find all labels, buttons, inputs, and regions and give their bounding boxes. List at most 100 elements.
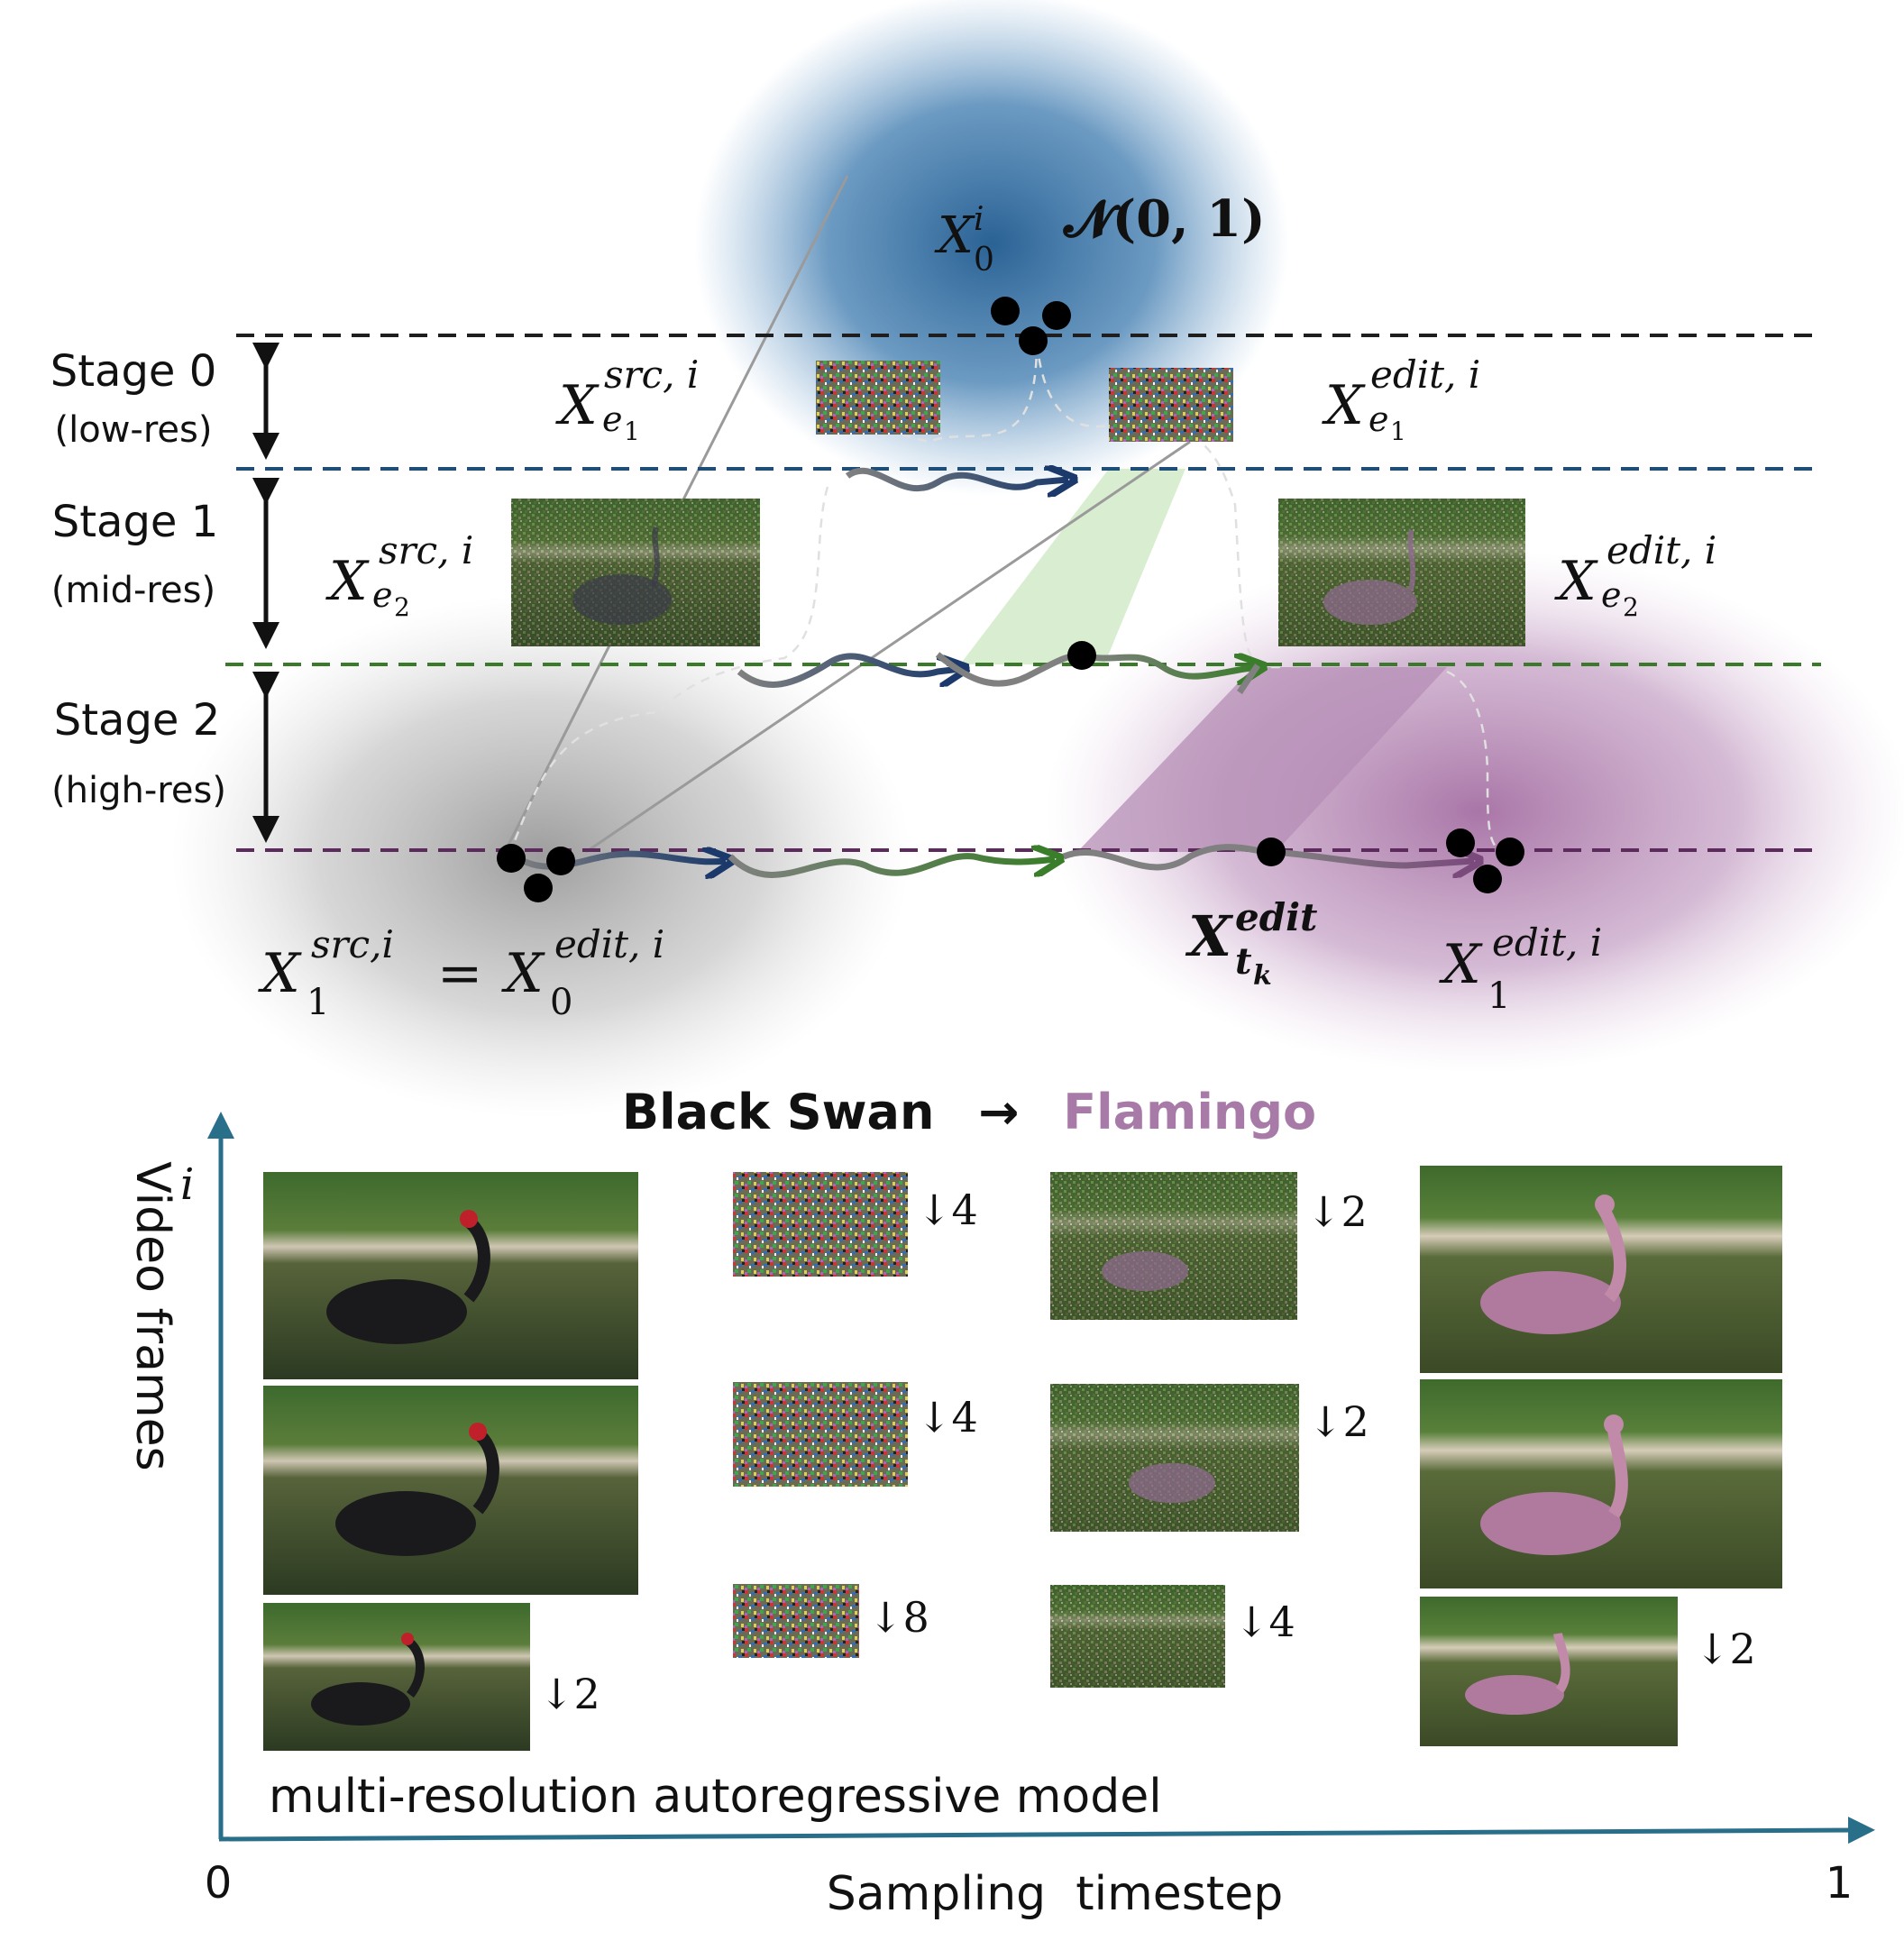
noise-frame-2-downsample: ↓4 (917, 1393, 978, 1442)
model-caption: multi-resolution autoregressive model (269, 1770, 1162, 1824)
partial-frame-1 (1050, 1172, 1297, 1320)
svg-text:1: 1 (307, 982, 329, 1023)
noise-frame-3 (733, 1584, 859, 1658)
svg-text:1: 1 (1390, 417, 1406, 446)
target-samples (1446, 829, 1524, 893)
y-axis-label: Video frames (125, 1161, 179, 1471)
svg-text:2: 2 (394, 592, 410, 622)
svg-text:i: i (974, 201, 984, 238)
stage1-desc: (mid-res) (51, 570, 215, 611)
svg-text:X: X (934, 206, 975, 265)
partial-frame-3-downsample: ↓4 (1234, 1598, 1295, 1646)
stage2-desc: (high-res) (51, 770, 226, 811)
stage2-name: Stage 2 (54, 695, 221, 746)
x1-src-equals-x0-edit-label: X src,i 1 = X edit, i 0 (258, 922, 664, 1023)
partial-frame-1-downsample: ↓2 (1306, 1187, 1368, 1236)
output-frame-3 (1420, 1597, 1678, 1746)
partial-frame-3 (1050, 1585, 1225, 1688)
svg-text:X: X (258, 942, 302, 1005)
trajectory-stage1-tail (1237, 664, 1260, 694)
partial-frame-2 (1050, 1384, 1299, 1532)
svg-text:X: X (555, 374, 600, 437)
svg-text:src, i: src, i (379, 528, 473, 572)
svg-text:e: e (372, 575, 393, 615)
output-frame-2 (1420, 1379, 1782, 1588)
x-axis (218, 1817, 1875, 1845)
svg-text:1: 1 (624, 417, 640, 446)
noise-frame-3-downsample: ↓8 (868, 1593, 929, 1642)
stage1-name: Stage 1 (52, 497, 219, 547)
edit-e2-label: X edit, i e 2 (1554, 528, 1716, 622)
svg-text:k: k (1253, 960, 1272, 992)
edit-e2-image (1278, 499, 1525, 646)
svg-text:1: 1 (1488, 975, 1510, 1017)
projection-line (585, 440, 1191, 854)
svg-text:t: t (1235, 940, 1252, 983)
source-concept: Black Swan (622, 1084, 935, 1140)
svg-text:X: X (1322, 374, 1366, 437)
source-samples (497, 844, 575, 902)
svg-text:2: 2 (1623, 592, 1639, 622)
source-frame-2 (263, 1386, 638, 1595)
svg-text:edit, i: edit, i (1606, 528, 1716, 572)
trajectory-stage0 (845, 471, 1068, 488)
stage0-desc: (low-res) (55, 409, 213, 451)
stage1-current-point (1067, 641, 1096, 670)
src-e2-image (511, 499, 760, 646)
svg-text:e: e (602, 399, 623, 439)
svg-text:0: 0 (550, 982, 572, 1023)
svg-text:edit: edit (1235, 895, 1317, 939)
noise-samples (991, 297, 1071, 355)
trajectory-stage2-a (507, 852, 726, 866)
stage1-transfer-region (960, 469, 1185, 664)
svg-text:src,i: src,i (311, 922, 394, 966)
svg-text:src, i: src, i (604, 352, 699, 397)
edit-e1-noise-image (1109, 368, 1233, 442)
source-frame-3 (263, 1603, 530, 1751)
target-concept: Flamingo (1063, 1084, 1316, 1140)
svg-text:X: X (1439, 933, 1483, 996)
x-axis-label: Sampling timestep (827, 1867, 1283, 1921)
svg-text:X: X (1185, 903, 1234, 969)
x0i-label: X i 0 (934, 201, 994, 279)
src-e2-label: X src, i e 2 (325, 528, 473, 622)
guide-path (512, 486, 829, 844)
stage2-transfer-region (1077, 667, 1447, 852)
edit-title: Black Swan → Flamingo (622, 1084, 1316, 1140)
svg-text:e: e (1368, 399, 1389, 439)
svg-text:e: e (1601, 575, 1622, 615)
guide-path (1446, 670, 1497, 848)
trajectory-stage1-edit (1085, 656, 1258, 676)
source-distribution-cloud (171, 595, 911, 1118)
trajectory-stage2-c (1062, 844, 1272, 871)
svg-text:edit, i: edit, i (1370, 352, 1480, 397)
edit-arrow: → (978, 1084, 1019, 1140)
noise-frame-1-downsample: ↓4 (917, 1186, 978, 1234)
guide-path (1035, 342, 1281, 669)
svg-text:X: X (1554, 550, 1598, 613)
output-frame-3-downsample: ↓2 (1695, 1625, 1756, 1673)
noise-frame-2 (733, 1382, 908, 1487)
svg-text:edit, i: edit, i (1492, 920, 1602, 965)
x1-edit-label: X edit, i 1 (1439, 920, 1602, 1017)
src-e1-label: X src, i e 1 (555, 352, 699, 446)
source-frame-1 (263, 1172, 638, 1379)
svg-text:X: X (325, 550, 370, 613)
svg-text:edit, i: edit, i (554, 922, 664, 966)
trajectory-stage1-source (737, 656, 960, 688)
x-axis-start: 0 (205, 1858, 233, 1909)
trajectory-stage2-d (1275, 852, 1474, 865)
src-e1-noise-image (816, 361, 940, 435)
stage0-name: Stage 0 (50, 346, 217, 397)
edit-tk-point (1257, 838, 1286, 866)
svg-text:0: 0 (974, 242, 994, 279)
partial-frame-2-downsample: ↓2 (1308, 1397, 1369, 1446)
svg-text:X: X (501, 942, 545, 1005)
output-frame-1 (1420, 1166, 1782, 1373)
trajectory-stage2-b (728, 856, 1055, 878)
noise-frame-1 (733, 1172, 908, 1277)
x-axis-end: 1 (1826, 1858, 1854, 1909)
source-frame-3-downsample: ↓2 (539, 1670, 600, 1718)
svg-text:=: = (437, 942, 482, 1005)
